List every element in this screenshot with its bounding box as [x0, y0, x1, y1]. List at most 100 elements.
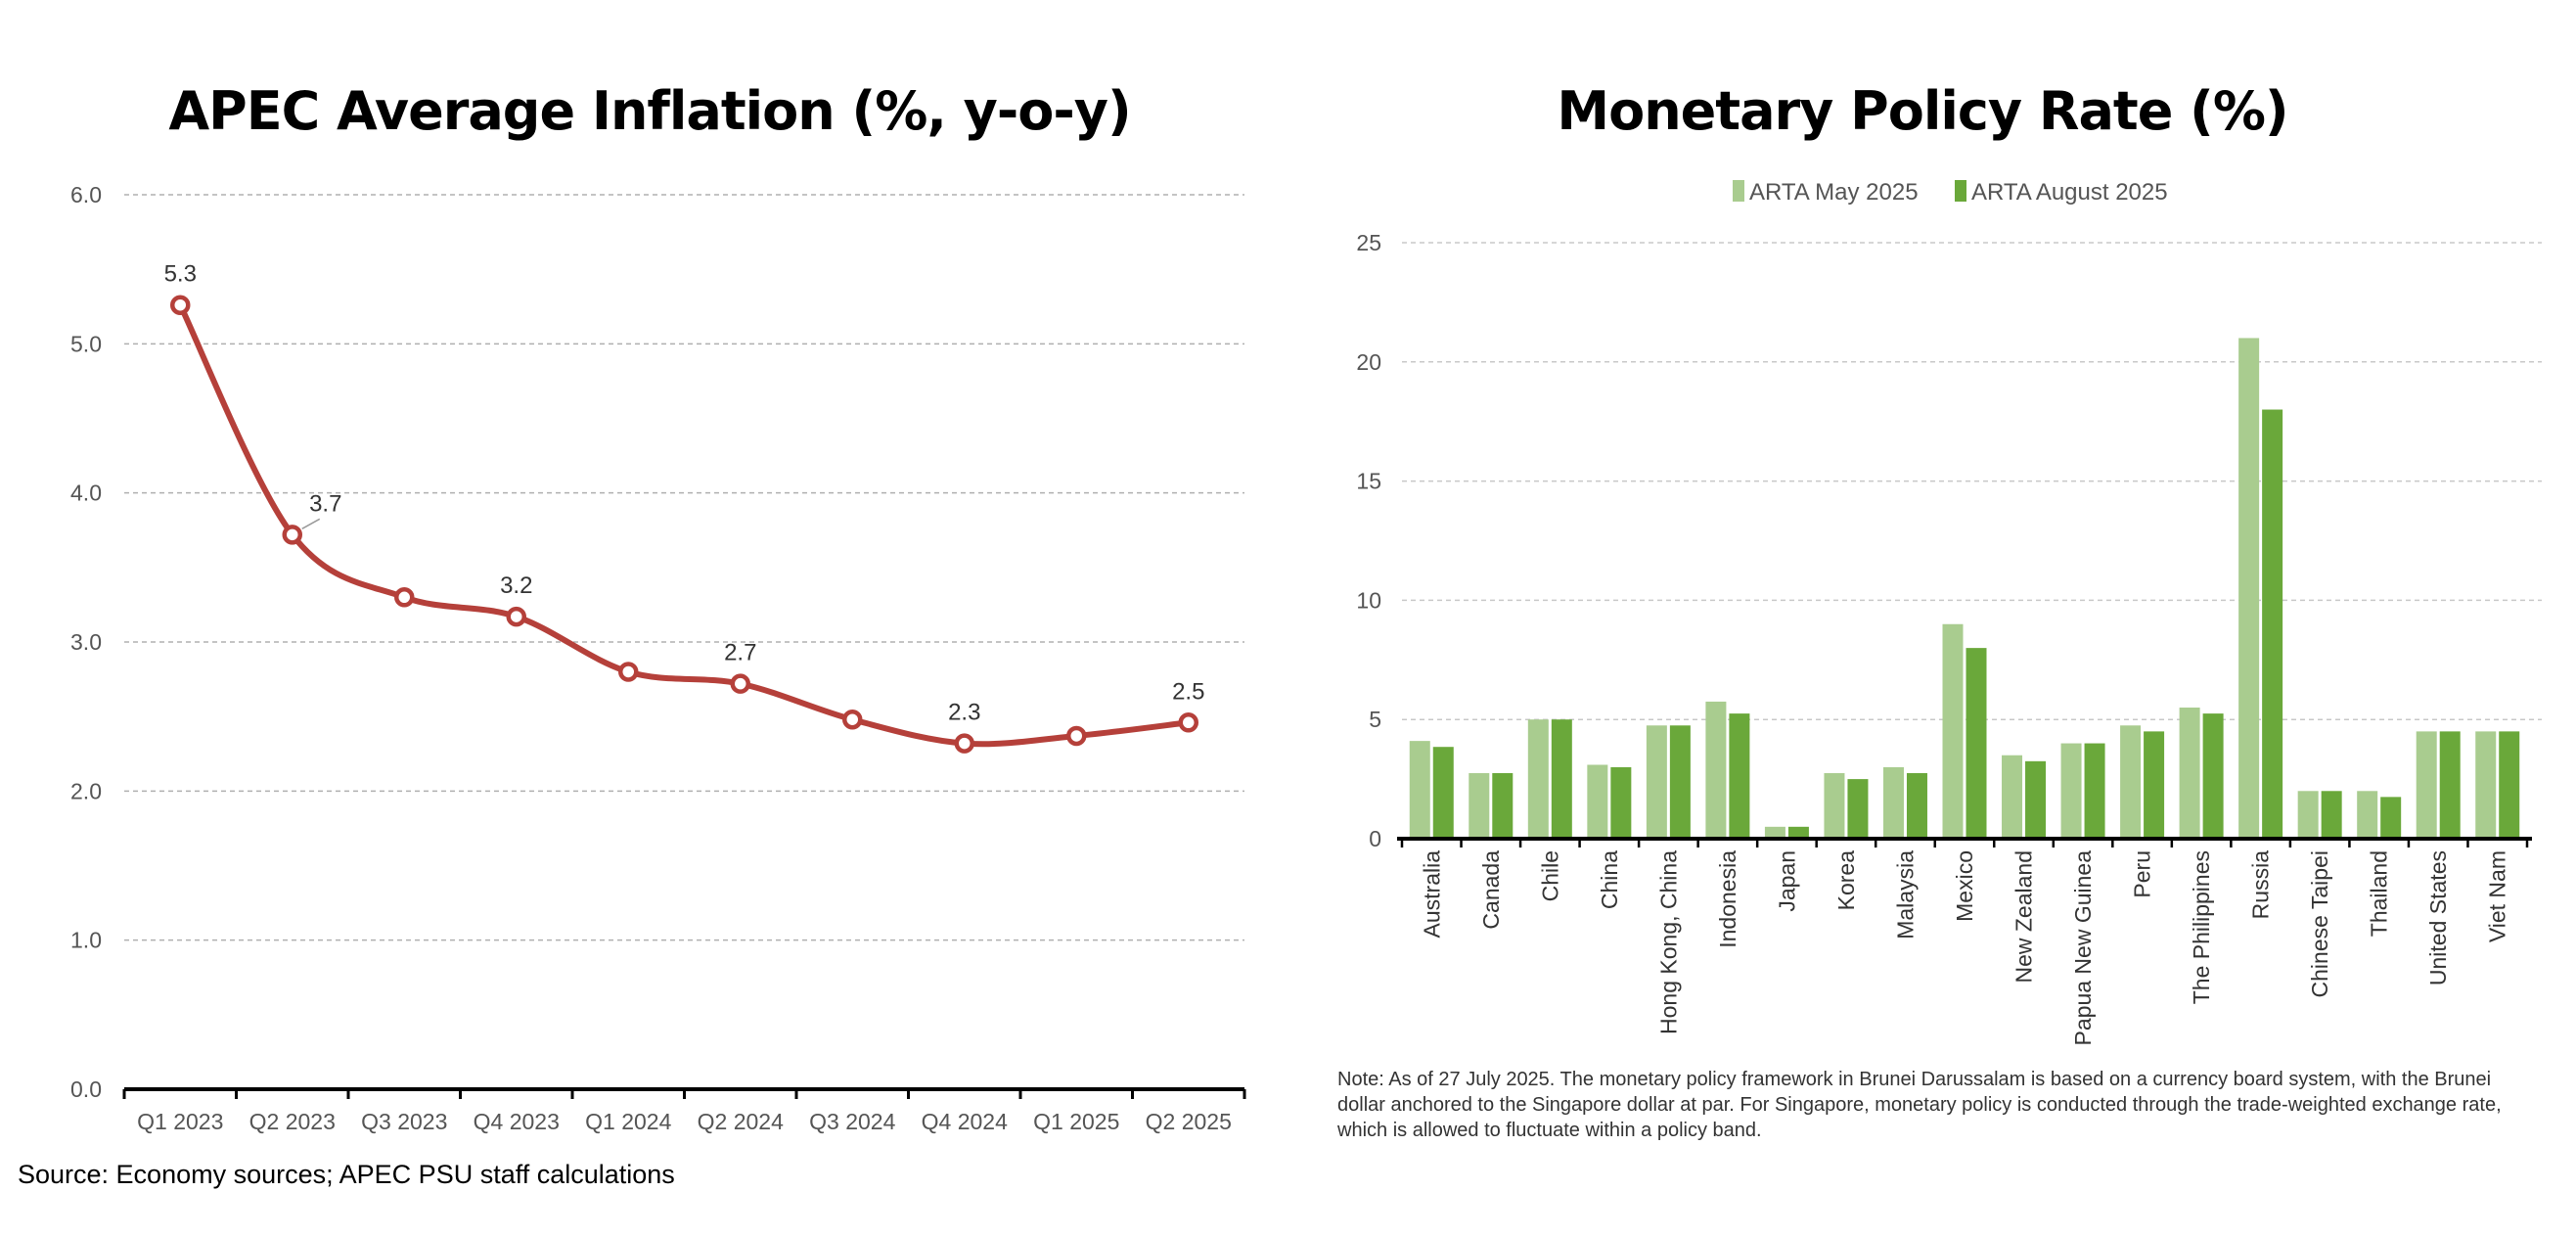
legend-label-august: ARTA August 2025 — [1971, 179, 2168, 206]
bar-august-2025 — [1787, 826, 1809, 839]
x-category-label: Chinese Taipei — [2307, 850, 2332, 997]
policy-rate-chart-svg: Monetary Policy Rate (%) ARTA May 2025 A… — [1356, 80, 2542, 1045]
inflation-data-point — [954, 733, 974, 754]
x-tick-label: Q1 2025 — [1033, 1109, 1119, 1134]
bar-may-2025 — [2297, 791, 2319, 839]
y-tick-label: 1.0 — [70, 928, 102, 953]
bar-august-2025 — [1729, 713, 1750, 839]
inflation-data-point — [730, 673, 750, 694]
x-tick-label: Q3 2023 — [361, 1109, 447, 1134]
inflation-data-point — [1066, 725, 1087, 747]
bar-may-2025 — [1824, 773, 1845, 839]
x-tick-label: Q1 2023 — [137, 1109, 223, 1134]
bar-may-2025 — [1469, 773, 1490, 839]
bar-august-2025 — [2202, 713, 2224, 839]
bar-august-2025 — [1906, 773, 1927, 839]
bar-august-2025 — [2499, 731, 2520, 839]
y-tick-label: 15 — [1356, 469, 1381, 494]
x-category-label: United States — [2425, 850, 2451, 985]
y-tick-label: 25 — [1356, 230, 1381, 255]
data-label-leader — [301, 518, 321, 529]
inflation-data-point — [170, 295, 191, 315]
inflation-chart: APEC Average Inflation (%, y-o-y) 0.0 1.0… — [70, 80, 1246, 1134]
y-tick-label: 0.0 — [70, 1077, 102, 1102]
y-tick-label: 0 — [1369, 826, 1381, 851]
x-tick-label: Q4 2023 — [474, 1109, 560, 1134]
x-category-label: Australia — [1419, 850, 1444, 939]
x-category-label: Peru — [2130, 850, 2155, 898]
bar-may-2025 — [1882, 766, 1904, 839]
x-category-label: Chile — [1537, 850, 1562, 901]
bar-august-2025 — [2144, 731, 2165, 839]
inflation-data-label: 3.2 — [500, 573, 532, 599]
y-tick-label: 5 — [1369, 707, 1381, 732]
policy-rate-chart-title: Monetary Policy Rate (%) — [1557, 80, 2287, 142]
bar-may-2025 — [1942, 623, 1964, 839]
y-tick-label: 3.0 — [70, 629, 102, 655]
bar-may-2025 — [2475, 731, 2497, 839]
x-category-label: Japan — [1774, 850, 1799, 912]
x-tick-label: Q2 2025 — [1146, 1109, 1232, 1134]
bar-may-2025 — [1587, 764, 1608, 839]
bar-august-2025 — [1551, 719, 1572, 839]
x-category-label: China — [1597, 850, 1622, 909]
bar-may-2025 — [1409, 741, 1430, 839]
legend-swatch-may — [1733, 180, 1744, 202]
x-tick-label: Q2 2024 — [698, 1109, 784, 1134]
policy-rate-legend: ARTA May 2025 ARTA August 2025 — [1733, 179, 2168, 206]
x-category-label: The Philippines — [2189, 850, 2214, 1004]
inflation-series-line — [177, 301, 1192, 748]
bar-may-2025 — [1764, 826, 1785, 839]
x-category-label: Hong Kong, China — [1655, 850, 1681, 1034]
source-note: Source: Economy sources; APEC PSU staff … — [18, 1160, 675, 1189]
inflation-data-label: 2.5 — [1172, 678, 1204, 705]
inflation-data-label: 3.7 — [309, 490, 341, 517]
bar-august-2025 — [2439, 731, 2461, 839]
x-category-label: Indonesia — [1715, 850, 1740, 948]
legend-label-may: ARTA May 2025 — [1749, 179, 1919, 206]
inflation-chart-svg: APEC Average Inflation (%, y-o-y) 0.0 1.0… — [70, 80, 1246, 1134]
inflation-data-point — [1178, 712, 1198, 733]
inflation-data-point — [618, 662, 639, 682]
bar-may-2025 — [1646, 725, 1667, 839]
bar-august-2025 — [1847, 779, 1869, 839]
y-tick-label: 5.0 — [70, 331, 102, 356]
legend-swatch-august — [1955, 180, 1966, 202]
bar-august-2025 — [1966, 648, 1987, 839]
bar-may-2025 — [2060, 743, 2082, 839]
inflation-data-label: 5.3 — [164, 261, 197, 288]
bar-august-2025 — [1492, 773, 1514, 839]
x-tick-label: Q3 2024 — [809, 1109, 895, 1134]
x-category-label: Canada — [1478, 850, 1504, 930]
y-tick-label: 6.0 — [70, 182, 102, 207]
x-category-label: Korea — [1833, 850, 1859, 911]
bar-may-2025 — [2120, 725, 2142, 839]
x-category-label: Viet Nam — [2485, 850, 2510, 942]
inflation-data-label: 2.3 — [948, 700, 980, 726]
inflation-chart-title: APEC Average Inflation (%, y-o-y) — [168, 80, 1130, 142]
bar-august-2025 — [2380, 797, 2402, 839]
x-tick-label: Q1 2024 — [585, 1109, 671, 1134]
bar-august-2025 — [1432, 747, 1454, 839]
bar-may-2025 — [2002, 755, 2023, 839]
bar-may-2025 — [1527, 719, 1549, 839]
bar-august-2025 — [2321, 791, 2342, 839]
bar-august-2025 — [1669, 725, 1691, 839]
x-tick-label: Q4 2024 — [922, 1109, 1008, 1134]
inflation-data-point — [506, 606, 526, 627]
x-category-label: Mexico — [1952, 850, 1977, 922]
x-category-label: Thailand — [2367, 850, 2392, 937]
y-tick-label: 2.0 — [70, 778, 102, 803]
inflation-data-point — [842, 709, 863, 730]
bar-august-2025 — [2084, 743, 2105, 839]
bar-may-2025 — [2357, 791, 2378, 839]
policy-rate-chart: Monetary Policy Rate (%) ARTA May 2025 A… — [1301, 0, 2576, 1232]
bar-may-2025 — [2416, 731, 2437, 839]
x-tick-label: Q2 2023 — [249, 1109, 336, 1134]
inflation-data-point — [394, 587, 415, 608]
x-category-label: Malaysia — [1892, 850, 1918, 939]
x-category-label: New Zealand — [2011, 850, 2037, 984]
bar-may-2025 — [2238, 338, 2260, 839]
inflation-data-label: 2.7 — [724, 640, 756, 666]
bar-august-2025 — [2262, 409, 2283, 839]
